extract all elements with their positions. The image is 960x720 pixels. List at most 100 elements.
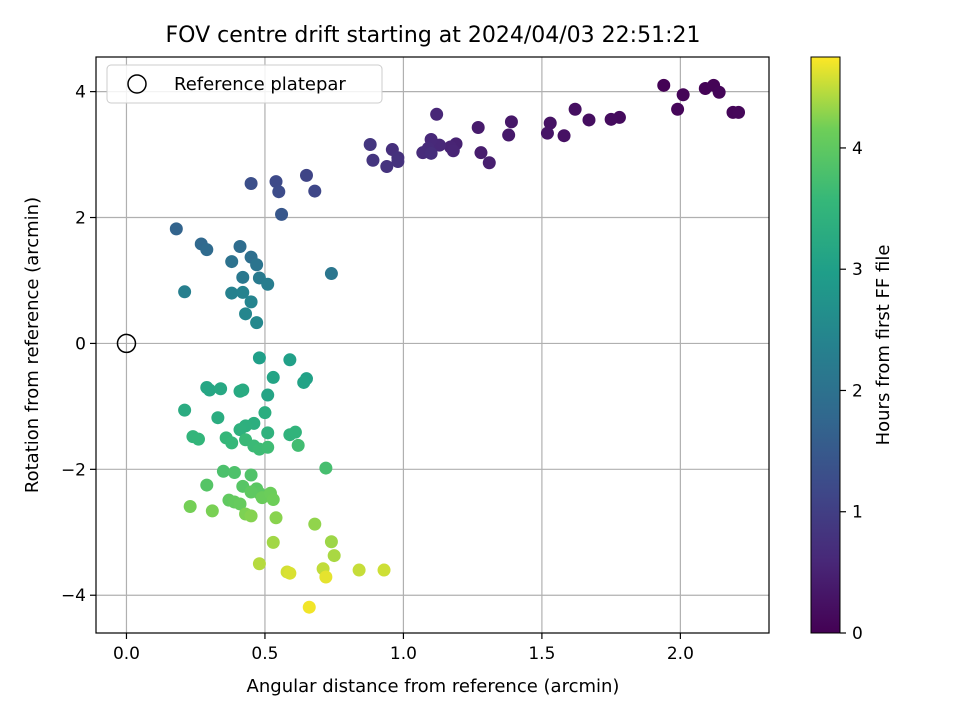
data-point: [244, 468, 258, 482]
data-point: [239, 307, 253, 321]
data-point: [557, 129, 571, 143]
y-axis-label: Rotation from reference (arcmin): [22, 197, 43, 493]
data-point: [261, 426, 275, 440]
data-point: [272, 185, 286, 199]
data-point: [308, 517, 322, 531]
scatter-points: [116, 78, 746, 614]
chart-title: FOV centre drift starting at 2024/04/03 …: [166, 23, 701, 48]
data-point: [504, 115, 518, 129]
data-point: [540, 126, 554, 140]
data-point: [178, 403, 192, 417]
y-tick-label: −4: [61, 586, 86, 606]
colorbar-gradient: [810, 56, 841, 634]
data-point: [266, 535, 280, 549]
data-point: [269, 511, 283, 525]
data-point: [319, 570, 333, 584]
data-point: [446, 144, 460, 158]
data-point: [732, 105, 746, 119]
data-point: [604, 112, 618, 126]
data-point: [225, 436, 239, 450]
data-point: [244, 485, 258, 499]
data-point: [200, 243, 214, 257]
colorbar-tick-label: 1: [852, 503, 863, 523]
data-point: [324, 267, 338, 281]
data-point: [233, 239, 247, 253]
data-point: [568, 102, 582, 116]
data-point: [474, 146, 488, 160]
x-tick-label: 0.5: [251, 644, 278, 664]
y-tick-label: 0: [75, 334, 86, 354]
colorbar-tick-label: 2: [852, 381, 863, 401]
legend: Reference platepar: [106, 64, 383, 104]
x-tick-label: 2.0: [667, 644, 694, 664]
data-point: [302, 600, 316, 614]
data-point: [502, 128, 516, 142]
legend-reference-marker: [127, 74, 147, 94]
data-point: [424, 146, 438, 160]
data-point: [261, 388, 275, 402]
data-point: [291, 438, 305, 452]
y-tick-label: 4: [75, 83, 86, 103]
data-point: [288, 425, 302, 439]
data-point: [233, 497, 247, 511]
data-point: [225, 255, 239, 269]
data-point: [363, 138, 377, 152]
data-point: [261, 440, 275, 454]
data-point: [324, 535, 338, 549]
colorbar-tick-label: 4: [852, 139, 863, 159]
data-point: [233, 423, 247, 437]
data-point: [236, 270, 250, 284]
data-point: [308, 184, 322, 198]
data-point: [266, 493, 280, 507]
data-point: [380, 160, 394, 174]
data-point: [657, 78, 671, 92]
colorbar-ticks: 0 1 2 3 4: [840, 139, 863, 644]
data-point: [169, 222, 183, 236]
data-point: [543, 116, 557, 130]
data-point: [352, 563, 366, 577]
grid-lines: [96, 57, 769, 633]
colorbar-tick-label: 3: [852, 260, 863, 280]
data-point: [205, 504, 219, 518]
data-point: [244, 509, 258, 523]
colorbar: 0 1 2 3 4 Hours from first FF file: [810, 56, 894, 644]
data-point: [482, 156, 496, 170]
colorbar-label: Hours from first FF file: [873, 245, 894, 446]
data-point: [275, 207, 289, 221]
data-point: [297, 375, 311, 389]
y-tick-label: 2: [75, 209, 86, 229]
data-point: [269, 175, 283, 189]
data-point: [203, 383, 217, 397]
data-point: [244, 177, 258, 191]
data-point: [299, 168, 313, 182]
data-point: [200, 478, 214, 492]
data-point: [319, 461, 333, 475]
data-point: [244, 295, 258, 309]
data-point: [250, 258, 264, 272]
data-point: [266, 370, 280, 384]
data-point: [261, 277, 275, 291]
data-point: [236, 383, 250, 397]
reference-platepar-marker: [116, 333, 137, 354]
colorbar-tick-label: 0: [852, 624, 863, 644]
legend-entry: Reference platepar: [174, 74, 346, 95]
x-axis-label: Angular distance from reference (arcmin): [247, 676, 620, 697]
data-point: [191, 432, 205, 446]
data-point: [236, 285, 250, 299]
data-point: [227, 465, 241, 479]
data-point: [283, 353, 297, 367]
x-tick-label: 1.5: [528, 644, 555, 664]
x-axis-ticks: 0.0 0.5 1.0 1.5 2.0: [113, 633, 694, 664]
data-point: [366, 153, 380, 167]
data-point: [252, 351, 266, 365]
y-axis-ticks: −4 −2 0 2 4: [61, 83, 96, 606]
data-point: [430, 107, 444, 121]
data-point: [250, 316, 264, 330]
data-point: [712, 85, 726, 99]
x-tick-label: 0.0: [113, 644, 140, 664]
data-point: [377, 563, 391, 577]
data-point: [211, 411, 225, 425]
data-point: [258, 406, 272, 420]
data-point: [391, 154, 405, 168]
